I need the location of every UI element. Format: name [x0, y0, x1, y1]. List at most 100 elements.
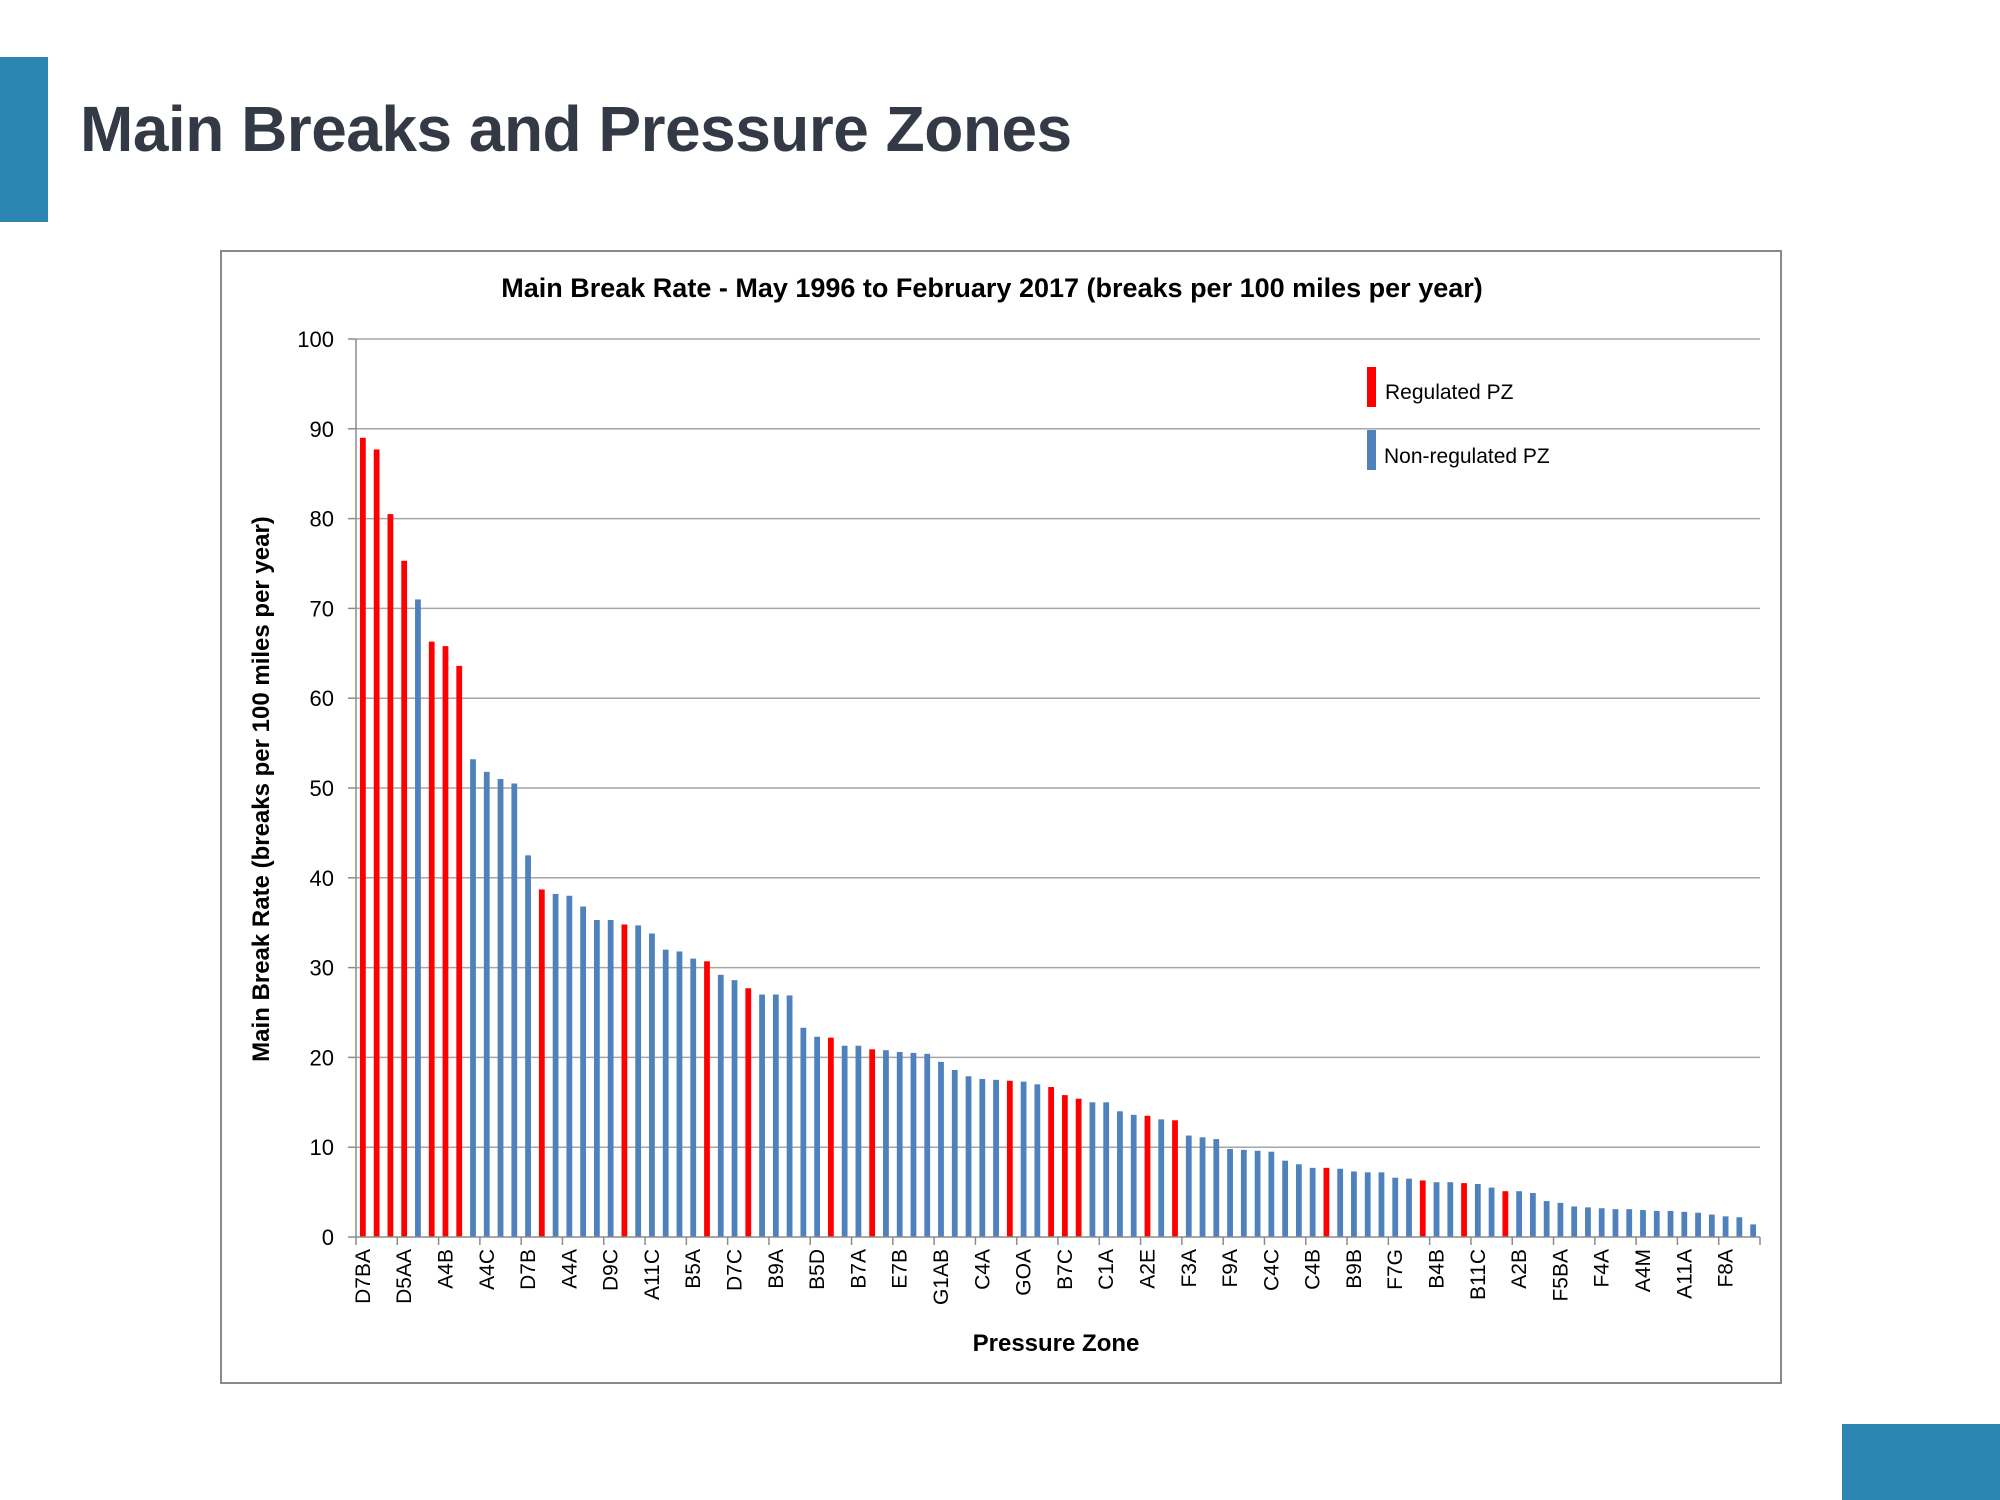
x-tick-label: B9B — [1343, 1249, 1366, 1289]
bar — [1502, 1191, 1509, 1237]
bar — [1144, 1115, 1151, 1237]
bar — [1653, 1210, 1660, 1237]
bar — [1681, 1211, 1688, 1237]
bar — [910, 1052, 917, 1237]
y-tick-label: 70 — [310, 596, 334, 621]
bar — [1626, 1209, 1633, 1237]
bar — [869, 1049, 876, 1237]
bar — [717, 974, 724, 1237]
bar — [1075, 1098, 1082, 1237]
y-tick-label: 100 — [297, 327, 334, 352]
bar — [1199, 1137, 1206, 1237]
bar — [1488, 1187, 1495, 1237]
bar — [1571, 1206, 1578, 1237]
x-tick-label: A4A — [558, 1249, 581, 1289]
bar — [1309, 1167, 1316, 1237]
x-tick-label: C4A — [971, 1249, 994, 1290]
bar — [841, 1045, 848, 1237]
y-tick-label: 60 — [310, 686, 334, 711]
bar — [786, 995, 793, 1237]
page-title: Main Breaks and Pressure Zones — [80, 93, 1072, 165]
bar — [1006, 1080, 1013, 1237]
x-tick-label: A11C — [641, 1249, 664, 1300]
bar — [1130, 1114, 1137, 1237]
bar — [676, 951, 683, 1237]
bar — [1323, 1167, 1330, 1237]
bar — [662, 949, 669, 1237]
bar — [1048, 1087, 1055, 1237]
x-tick-label: D7B — [517, 1249, 540, 1290]
bar — [759, 994, 765, 1237]
bar — [1282, 1160, 1289, 1237]
x-tick-label: A4M — [1632, 1249, 1655, 1292]
x-tick-label: B7A — [847, 1249, 870, 1289]
bar — [993, 1079, 999, 1237]
bar — [1392, 1177, 1399, 1237]
bar — [470, 759, 476, 1237]
x-tick-label: B7C — [1054, 1249, 1077, 1290]
bar — [1612, 1209, 1619, 1237]
x-tick-label: F8A — [1715, 1249, 1738, 1288]
bar — [415, 599, 421, 1237]
axes: 0 10 20 30 40 50 60 70 80 90 100 D7BA D5AA A4B A4C D7B A… — [297, 327, 1761, 1305]
bar — [1406, 1178, 1412, 1237]
chart-container: 0 10 20 30 40 50 60 70 80 90 100 D7BA D5AA A4B A4C D7B A… — [220, 250, 1782, 1384]
x-tick-label: D9C — [600, 1249, 623, 1291]
bar — [800, 1027, 807, 1237]
bars — [359, 437, 1757, 1237]
x-tick-label: B4B — [1426, 1249, 1449, 1289]
bar — [745, 988, 752, 1237]
bar — [621, 924, 628, 1237]
bar — [855, 1045, 862, 1237]
bar — [1337, 1168, 1344, 1237]
bar — [1529, 1193, 1536, 1237]
bar — [566, 895, 573, 1237]
bar — [772, 994, 779, 1237]
bar — [1750, 1224, 1757, 1237]
legend-label-regulated: Regulated PZ — [1385, 381, 1514, 404]
left-accent-bar — [0, 57, 48, 222]
bar — [1034, 1084, 1041, 1237]
x-tick-label: G1AB — [930, 1249, 953, 1305]
y-tick-label: 20 — [310, 1045, 334, 1070]
x-tick-label: A4B — [434, 1249, 457, 1289]
bar — [1254, 1150, 1261, 1237]
bar — [552, 893, 559, 1237]
bar — [924, 1053, 931, 1237]
bar — [1598, 1208, 1605, 1237]
bar — [827, 1037, 834, 1237]
x-tick-label: F3A — [1178, 1249, 1201, 1288]
bar — [483, 771, 490, 1237]
bar — [1722, 1216, 1729, 1237]
bar — [1158, 1119, 1165, 1237]
bar — [1433, 1182, 1440, 1237]
bar — [580, 906, 587, 1237]
x-tick-label: B11C — [1467, 1249, 1490, 1300]
x-tick-label: B9A — [765, 1249, 788, 1289]
bar — [538, 889, 545, 1237]
x-tick-label: A2E — [1136, 1249, 1159, 1289]
bar — [1061, 1095, 1068, 1237]
x-tick-label: C1A — [1095, 1249, 1118, 1290]
bar — [1474, 1184, 1481, 1237]
x-tick-label: A4C — [476, 1249, 499, 1290]
bar — [1640, 1210, 1646, 1237]
bar — [1295, 1164, 1302, 1237]
bar — [1117, 1111, 1123, 1237]
bar — [511, 783, 518, 1237]
bar — [1364, 1172, 1371, 1237]
x-tick-label: C4B — [1302, 1249, 1325, 1290]
bar — [896, 1052, 903, 1237]
bar — [401, 560, 408, 1237]
bar — [649, 933, 655, 1237]
bar — [1089, 1102, 1096, 1237]
chart-title: Main Break Rate - May 1996 to February 2… — [501, 273, 1483, 303]
bar — [1268, 1151, 1275, 1237]
legend-swatch-regulated — [1367, 367, 1376, 407]
bar — [1585, 1207, 1591, 1237]
bar — [1351, 1171, 1357, 1237]
bar — [1378, 1172, 1385, 1237]
bar — [1227, 1149, 1233, 1237]
bar — [965, 1076, 972, 1237]
bar — [442, 646, 449, 1237]
